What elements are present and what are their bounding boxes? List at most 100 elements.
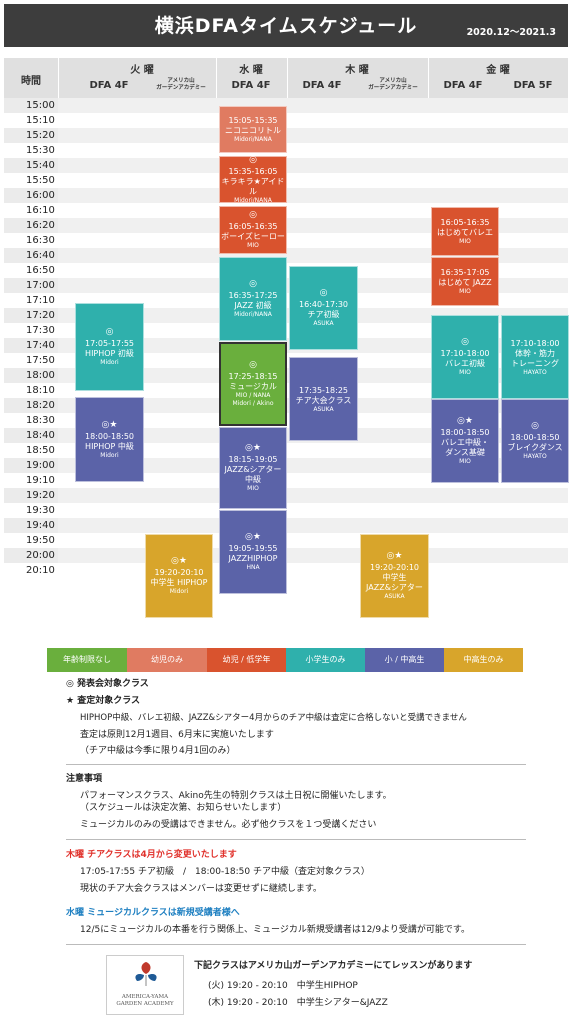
garden-academy-logo: AMERICA-YAMA GARDEN ACADEMY <box>106 955 184 1015</box>
studio-wed-dfa4f: DFA 4F <box>231 80 271 91</box>
thu-cheer-title: 木曜 チアクラスは4月から変更いたします <box>66 850 237 860</box>
class-block: ◎ 17:10-18:00 バレエ初級 MIO <box>431 315 499 399</box>
garden-title: 下記クラスはアメリカ山ガーデンアカデミーにてレッスンがあります <box>194 961 473 971</box>
grid-row <box>58 563 568 578</box>
class-mark: ◎ <box>319 288 328 298</box>
time-label: 19:40 <box>4 518 58 533</box>
grid-row <box>58 503 568 518</box>
class-time: 16:35-17:25 <box>228 291 278 300</box>
class-block: ◎★ 19:05-19:55 JAZZHIPHOP HNA <box>219 510 287 594</box>
class-block: ◎ 18:00-18:50 ブレイクダンス HAYATO <box>501 399 569 483</box>
class-name: HIPHOP 中級 <box>85 441 134 451</box>
class-name: 体幹・筋力 トレーニング <box>511 348 559 368</box>
thu-cheer-line1: 17:05-17:55 チア初級 / 18:00-18:50 チア中級（査定対象… <box>80 867 370 877</box>
time-label: 18:00 <box>4 368 58 383</box>
class-mark: ◎ <box>249 154 257 165</box>
time-label: 16:20 <box>4 218 58 233</box>
class-mark: ◎ <box>249 360 257 370</box>
class-block: ◎ 16:40-17:30 チア初級 ASUKA <box>289 266 358 350</box>
class-mark: ◎★ <box>386 551 403 561</box>
class-name: バレエ初級 <box>445 359 485 368</box>
note-satei-line1: HIPHOP中級、バレエ初級、JAZZ&シアター4月からのチア中級は査定に合格し… <box>80 713 467 723</box>
class-time: 16:05-16:35 <box>228 222 278 231</box>
class-time: 15:35-16:05 <box>228 166 278 176</box>
time-label: 18:20 <box>4 398 58 413</box>
class-time: 17:35-18:25 <box>299 385 348 395</box>
class-time: 17:25-18:15 <box>228 372 278 381</box>
time-label: 15:30 <box>4 143 58 158</box>
studio-thu-garden: アメリカ山 ガーデンアカデミー <box>368 78 418 91</box>
class-time: 18:15-19:05 <box>228 455 278 464</box>
grid-row <box>58 113 568 128</box>
class-mark: ◎ <box>531 421 539 431</box>
grid-row <box>58 158 568 173</box>
grid-row <box>58 188 568 203</box>
caution-line3: ミュージカルのみの受講はできません。必ず他クラスを１つ受講ください <box>80 820 377 830</box>
divider <box>66 764 526 765</box>
class-mark: ◎ <box>105 327 114 337</box>
class-block: 16:35-17:05 はじめて JAZZ MIO <box>431 257 499 306</box>
class-instructor: HAYATO <box>523 453 547 460</box>
class-instructor: Midori/NANA <box>234 136 272 143</box>
class-instructor: MIO <box>459 458 471 465</box>
class-name: HIPHOP 初級 <box>85 349 134 358</box>
time-label: 20:10 <box>4 563 58 578</box>
time-label: 16:50 <box>4 263 58 278</box>
legend-elementary: 小学生のみ <box>286 648 365 672</box>
time-label: 16:40 <box>4 248 58 263</box>
class-instructor: ASUKA <box>384 593 405 600</box>
time-label: 16:10 <box>4 203 58 218</box>
garden-line1: (火) 19:20 - 20:10 中学生HIPHOP <box>208 981 358 991</box>
divider <box>66 944 526 945</box>
class-instructor: ASUKA <box>313 320 334 327</box>
class-mark: ◎★ <box>245 443 261 453</box>
page-title: 横浜DFAタイムスケジュール <box>154 15 418 37</box>
class-instructor: HAYATO <box>523 368 547 376</box>
class-name: バレエ中級・ ダンス基礎 <box>441 438 489 457</box>
class-instructor: MIO / NANA Midori / Akino <box>232 392 274 407</box>
studio-thu-dfa4f: DFA 4F <box>302 80 342 91</box>
flower-logo-icon <box>135 962 157 986</box>
class-time: 17:10-18:00 <box>510 338 560 348</box>
class-instructor: Midori/NANA <box>234 311 272 318</box>
wed-musical-title: 水曜 ミュージカルクラスは新規受講者様へ <box>66 908 240 918</box>
class-block: 17:10-18:00 体幹・筋力 トレーニング HAYATO <box>501 315 569 399</box>
day-fri: 金 曜 <box>486 65 510 76</box>
legend-all-ages: 年齢制限なし <box>47 648 127 672</box>
caution-title: 注意事項 <box>66 774 103 784</box>
logo-text-line2: GARDEN ACADEMY <box>116 1001 174 1007</box>
class-name: 中学生 HIPHOP <box>150 578 208 587</box>
class-mark: ◎★ <box>245 532 261 542</box>
class-time: 16:05-16:35 <box>440 218 490 227</box>
class-instructor: MIO <box>459 369 471 376</box>
logo-text-line1: AMERICA-YAMA <box>121 994 169 1000</box>
class-time: 16:40-17:30 <box>299 300 348 309</box>
note-happyokai: ◎ 発表会対象クラス <box>66 679 149 689</box>
class-block: ◎ 15:35-16:05 キラキラ★アイドル Midori/NANA <box>219 154 287 204</box>
class-name: ブレイクダンス <box>507 443 563 452</box>
time-label: 19:00 <box>4 458 58 473</box>
day-thu: 木 曜 <box>345 65 369 76</box>
legend-highschool: 中高生のみ <box>444 648 523 672</box>
time-label: 18:40 <box>4 428 58 443</box>
legend-infant: 幼児のみ <box>127 648 207 672</box>
class-time: 18:00-18:50 <box>440 428 490 437</box>
class-name: キラキラ★アイドル <box>221 176 285 196</box>
studio-tue-garden: アメリカ山 ガーデンアカデミー <box>156 78 206 91</box>
title-bar: 横浜DFAタイムスケジュール 2020.12〜2021.3 <box>4 4 568 47</box>
grid-row <box>58 173 568 188</box>
class-block: ◎★ 18:15-19:05 JAZZ&シアター 中級 MIO <box>219 427 287 509</box>
time-column-header: 時間 <box>21 76 41 87</box>
class-name: ボーイズヒーロー <box>221 232 285 241</box>
time-label: 19:50 <box>4 533 58 548</box>
class-instructor: MIO <box>459 238 471 245</box>
class-name: チア初級 <box>307 310 340 319</box>
studio-tue-dfa4f: DFA 4F <box>89 80 129 91</box>
time-label: 20:00 <box>4 548 58 563</box>
class-block: ◎ 16:35-17:25 JAZZ 初級 Midori/NANA <box>219 257 287 341</box>
class-time: 18:00-18:50 <box>510 433 560 442</box>
class-block: ◎ 17:25-18:15 ミュージカル MIO / NANA Midori / Ak… <box>219 342 287 426</box>
note-satei-line3: （チア中級は今季に限り4月1回のみ） <box>80 746 236 756</box>
grid-row <box>58 128 568 143</box>
class-name: はじめてバレエ <box>437 228 493 237</box>
